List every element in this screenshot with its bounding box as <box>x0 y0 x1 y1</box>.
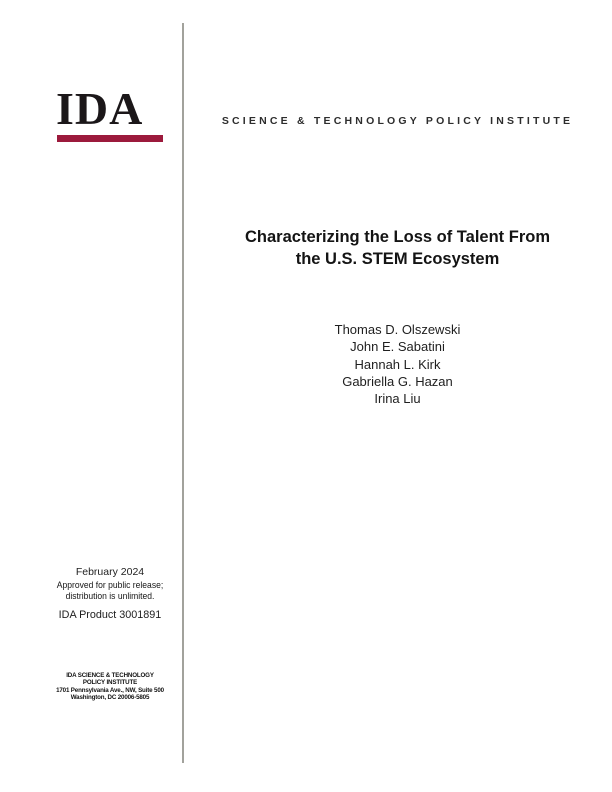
distribution-statement-line1: Approved for public release; <box>56 580 164 591</box>
report-title-line2: the U.S. STEM Ecosystem <box>295 250 500 268</box>
author-name: John E. Sabatini <box>350 339 445 355</box>
address-line3: 1701 Pennsylvania Ave., NW, Suite 500 <box>56 686 164 694</box>
author-name: Thomas D. Olszewski <box>334 322 461 337</box>
distribution-statement: Approved for public release; distributio… <box>34 580 187 602</box>
product-number: IDA Product 3001891 <box>58 609 162 621</box>
address-line1: IDA SCIENCE & TECHNOLOGY <box>66 672 154 679</box>
author-name: Hannah L. Kirk <box>354 356 441 372</box>
publication-date: February 2024 <box>75 566 145 578</box>
ida-logo-text: IDA <box>56 83 144 134</box>
ida-logo-underline <box>57 135 163 142</box>
author-name: Irina Liu <box>374 391 421 407</box>
report-title-line1: Characterizing the Loss of Talent From <box>245 228 550 246</box>
report-title: Characterizing the Loss of Talent From t… <box>183 226 612 270</box>
author-name: Gabriella G. Hazan <box>342 373 453 389</box>
address-line4: Washington, DC 20006-5805 <box>70 693 150 701</box>
author-list: Thomas D. Olszewski John E. Sabatini Han… <box>183 321 612 407</box>
ida-logo: IDA <box>56 83 166 142</box>
distribution-statement-line2: distribution is unlimited. <box>65 590 155 602</box>
address-line2: POLICY INSTITUTE <box>82 679 138 687</box>
vertical-divider-rule <box>182 23 184 763</box>
institute-address-block: IDA SCIENCE & TECHNOLOGY POLICY INSTITUT… <box>25 672 195 701</box>
institute-name: SCIENCE & TECHNOLOGY POLICY INSTITUTE <box>221 115 574 127</box>
